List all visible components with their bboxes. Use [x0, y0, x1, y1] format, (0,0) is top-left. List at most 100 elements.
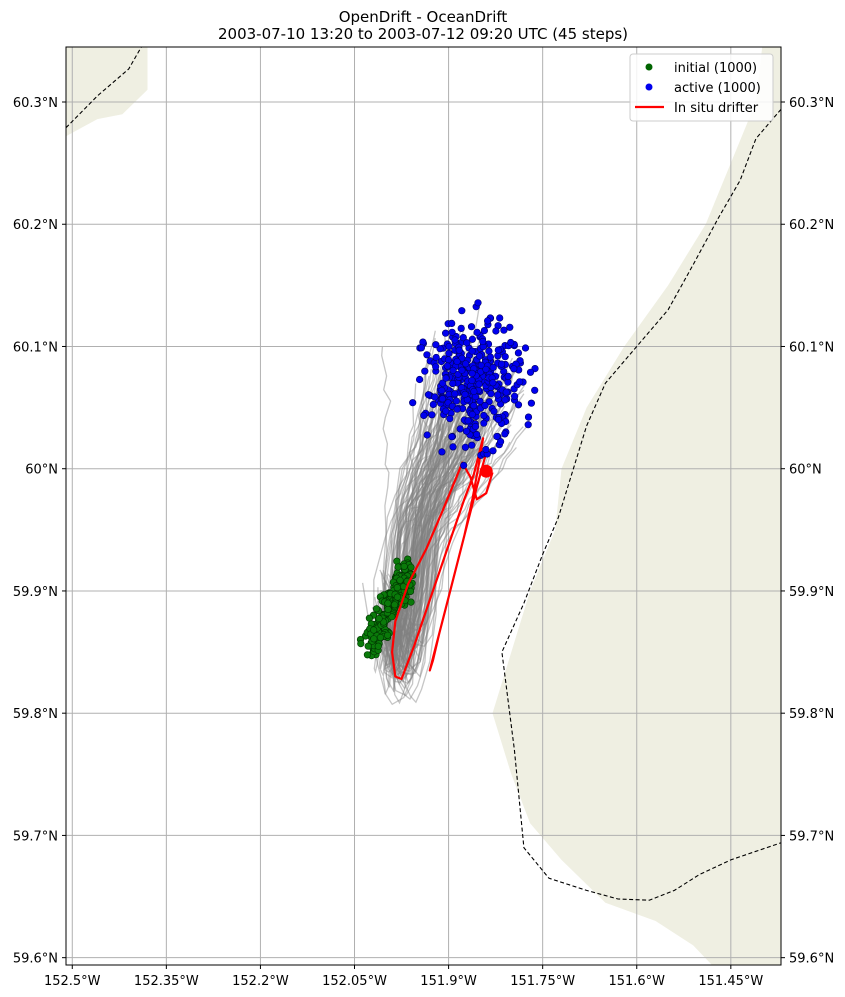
active-particle — [442, 329, 450, 337]
trajectory-line — [394, 435, 481, 653]
active-particle — [438, 395, 447, 403]
lat-tick-label-right: 60°N — [789, 463, 822, 478]
active-particle — [463, 339, 471, 347]
trajectory-line — [392, 409, 495, 648]
initial-particle — [375, 614, 383, 623]
initial-particles — [356, 555, 417, 660]
axis-ticks: 152.5°W 152.35°W 152.2°W 152.05°W 151.9°W 151… — [13, 96, 834, 989]
gridlines — [66, 47, 781, 965]
active-particle — [524, 413, 533, 421]
active-particle — [409, 399, 417, 407]
active-particle — [476, 397, 484, 405]
active-particle — [448, 319, 456, 328]
trajectory-line — [387, 401, 449, 683]
active-particle — [470, 402, 478, 410]
active-particle — [468, 441, 476, 449]
trajectory-line — [382, 378, 474, 666]
initial-particle — [370, 626, 378, 634]
initial-particle — [364, 642, 372, 650]
active-particle — [428, 411, 436, 419]
active-particle — [486, 353, 495, 361]
trajectory-line — [381, 375, 487, 677]
initial-particle — [406, 587, 415, 596]
initial-particle — [393, 593, 402, 601]
initial-particle — [393, 557, 401, 565]
trajectory-line — [370, 447, 517, 706]
initial-particle — [384, 631, 392, 639]
lat-tick-label-left: 60°N — [25, 463, 58, 478]
coastline-nw — [66, 47, 142, 129]
active-particle — [494, 346, 502, 354]
trajectory-line — [387, 391, 459, 675]
active-particle — [439, 379, 447, 387]
active-particle — [457, 324, 465, 333]
trajectory-line — [388, 336, 447, 662]
active-particle — [455, 346, 463, 354]
active-particle — [449, 366, 457, 375]
active-particle — [423, 431, 431, 439]
active-particle — [468, 376, 476, 385]
legend-active-marker — [645, 83, 653, 91]
active-particle — [470, 387, 478, 396]
active-particle — [484, 317, 492, 325]
trajectory-line — [380, 419, 462, 649]
trajectory-line — [383, 392, 451, 668]
active-particle — [485, 347, 493, 355]
active-particle — [453, 405, 461, 413]
initial-particle — [372, 605, 381, 613]
active-particle — [421, 367, 429, 375]
trajectory-line — [389, 424, 479, 705]
initial-particle — [393, 583, 401, 592]
active-particle — [481, 401, 489, 410]
active-particle — [464, 417, 472, 425]
active-particle — [492, 327, 500, 335]
lon-tick-label: 152.5°W — [44, 974, 101, 989]
active-particle — [416, 375, 424, 384]
trajectory-line — [390, 413, 457, 656]
trajectory-line — [385, 414, 467, 644]
active-particle — [442, 407, 450, 415]
trajectory-line — [376, 360, 515, 635]
coastline-layer — [66, 47, 781, 901]
active-particle — [448, 328, 456, 336]
active-particle — [420, 411, 428, 420]
lat-tick-label-left: 59.6°N — [13, 952, 58, 967]
trajectory-line — [389, 390, 446, 645]
active-particle — [461, 390, 469, 399]
legend-box — [629, 53, 774, 122]
trajectory-line — [389, 337, 436, 649]
trajectory-line — [388, 426, 527, 670]
trajectory-line — [382, 385, 509, 650]
trajectory-line — [397, 363, 516, 626]
active-particle — [527, 399, 536, 407]
lat-tick-label-left: 59.8°N — [13, 707, 58, 722]
active-particle — [510, 392, 519, 400]
active-particle — [479, 337, 487, 346]
trajectory-line — [383, 400, 509, 693]
active-particle — [431, 393, 439, 401]
initial-particle — [376, 633, 385, 642]
initial-particle — [396, 576, 404, 584]
active-particle — [473, 430, 481, 439]
active-particle — [423, 351, 431, 359]
active-particle — [489, 447, 497, 455]
initial-particle — [400, 562, 408, 571]
drifter-end-marker — [479, 464, 493, 478]
trajectory-line — [380, 449, 494, 651]
active-particle — [468, 347, 476, 355]
active-particle — [417, 344, 426, 352]
active-particle — [432, 353, 440, 362]
active-particle — [514, 401, 523, 409]
trajectory-line — [398, 403, 463, 685]
initial-particle — [374, 642, 382, 650]
lon-tick-label: 151.75°W — [510, 974, 575, 989]
active-particle — [459, 334, 467, 342]
active-particle — [501, 353, 509, 361]
active-particle — [448, 433, 456, 441]
active-particle — [504, 372, 512, 381]
active-particle — [451, 390, 459, 398]
active-particle — [521, 344, 530, 352]
active-particle — [471, 422, 480, 431]
lat-tick-label-left: 60.3°N — [13, 96, 58, 111]
active-particle — [458, 366, 466, 374]
